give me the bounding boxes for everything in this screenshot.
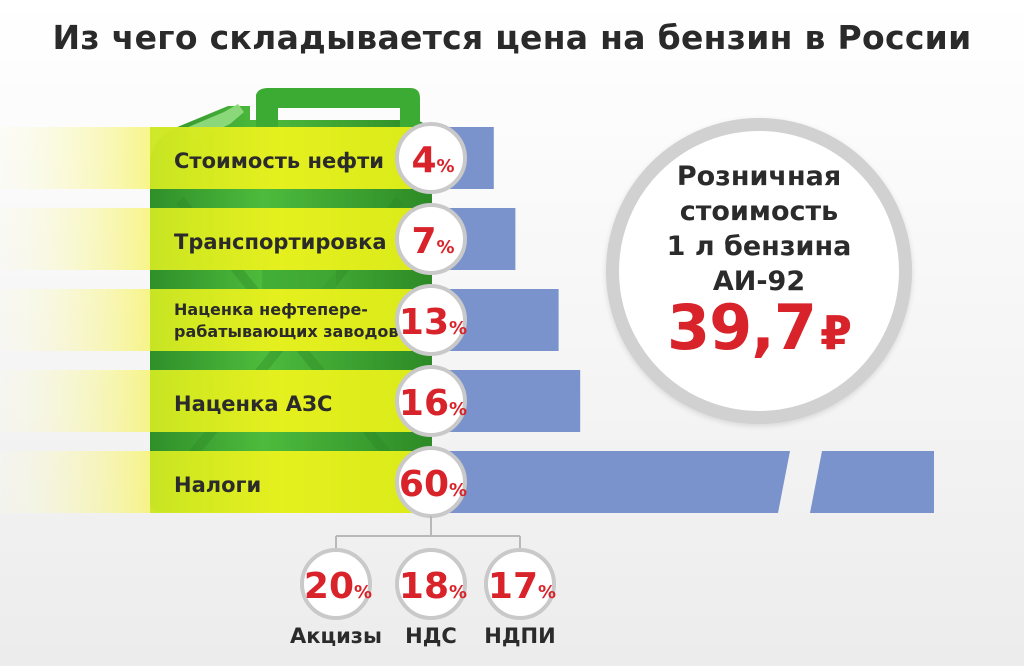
category-label-row-1: Транспортировка <box>174 230 387 254</box>
tax-breakdown-group: 20% Акцизы 18% НДС 17% НДПИ <box>290 516 556 648</box>
value-label-row-0: 4% <box>411 140 454 181</box>
breakdown-label-0: Акцизы <box>290 624 382 648</box>
retail-price-label: Розничная стоимость 1 л бензина АИ-92 <box>666 161 852 297</box>
value-badge-row-0 <box>395 122 467 194</box>
label-band-overlay-row-4 <box>150 451 412 513</box>
value-label-row-2: 13% <box>399 302 467 343</box>
bar-row-4-part2 <box>810 451 934 513</box>
bar-row-4-part1 <box>440 451 790 513</box>
breakdown-badge-2 <box>484 548 556 620</box>
category-label-row-3: Наценка АЗС <box>174 392 332 416</box>
breakdown-connector <box>335 516 521 556</box>
breakdown-label-2: НДПИ <box>484 624 555 648</box>
value-badge-row-1 <box>395 203 467 275</box>
label-band-overlay-row-1 <box>150 208 412 270</box>
value-label-row-4: 60% <box>399 464 467 505</box>
breakdown-badge-1 <box>395 548 467 620</box>
breakdown-value-2: 17% <box>488 566 556 607</box>
value-label-row-3: 16% <box>399 383 467 424</box>
breakdown-value-1: 18% <box>399 566 467 607</box>
chart-title: Из чего складывается цена на бензин в Ро… <box>52 18 972 57</box>
labels-group: Стоимость нефти 4% Транспортировка 7% Наценк… <box>174 122 467 518</box>
retail-price-number: 39,7 <box>667 291 817 364</box>
label-bands-group <box>0 127 412 513</box>
category-label-row-0: Стоимость нефти <box>174 149 384 173</box>
label-band-overlay-row-3 <box>150 370 412 432</box>
breakdown-badge-0 <box>300 548 372 620</box>
value-badge-row-2 <box>395 284 467 356</box>
label-band-overlay-row-2 <box>150 289 412 351</box>
category-label-row-2: Наценка нефтепере-рабатывающих заводов <box>174 300 398 341</box>
category-label-row-4: Налоги <box>174 473 261 497</box>
retail-price-value: 39,7₽ <box>619 291 899 364</box>
breakdown-label-1: НДС <box>405 624 457 648</box>
value-label-row-1: 7% <box>411 221 454 262</box>
ruble-sign: ₽ <box>819 306 852 360</box>
label-band-overlay-row-0 <box>150 127 412 189</box>
retail-price-circle: Розничная стоимость 1 л бензина АИ-92 39… <box>606 118 912 424</box>
value-badge-row-3 <box>395 365 467 437</box>
breakdown-value-0: 20% <box>304 566 372 607</box>
